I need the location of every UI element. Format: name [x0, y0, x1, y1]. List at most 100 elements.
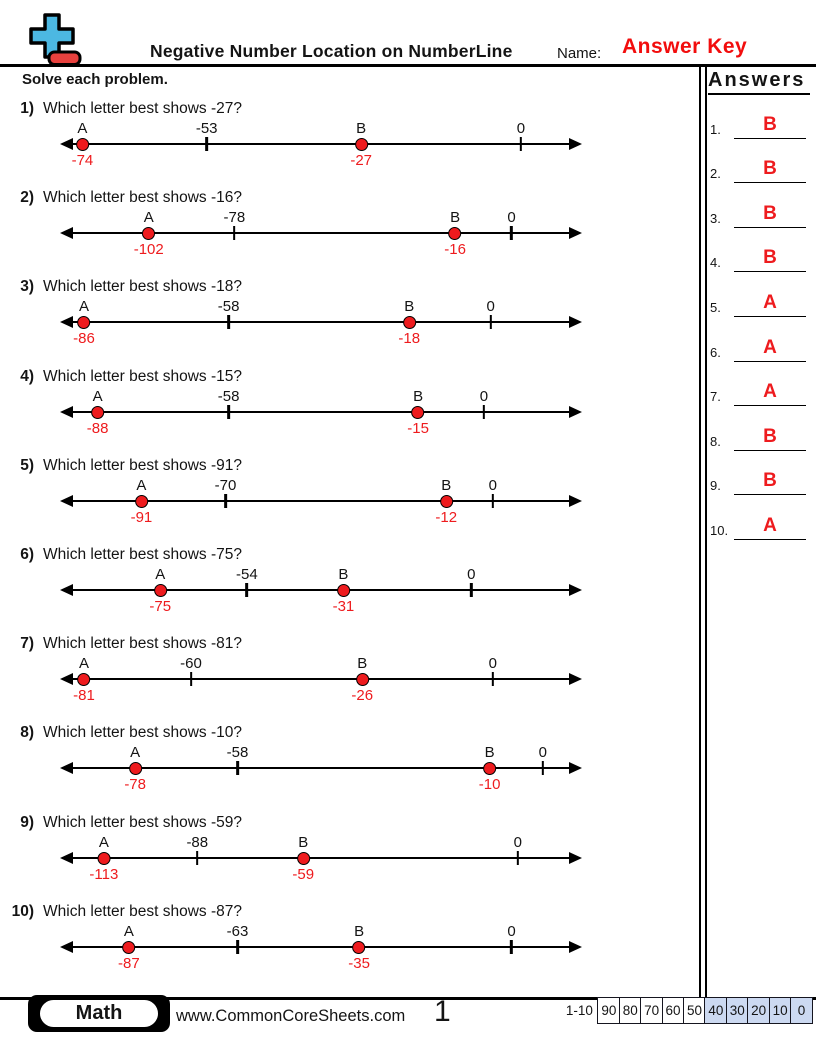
numberline-point: A -86	[73, 297, 95, 348]
numberline-point: B -26	[351, 654, 373, 705]
answers-divider-line	[705, 64, 707, 998]
point-value-label: -31	[332, 597, 355, 615]
point-value-label: -81	[73, 687, 95, 705]
answer-value: A	[763, 291, 777, 313]
answer-blank-line: B	[734, 427, 806, 451]
problem-question: Which letter best shows -59?	[43, 813, 243, 831]
numberline-arrow-right-icon	[569, 405, 582, 418]
answer-item: 10. A	[710, 495, 806, 540]
problem-question-line: 1) Which letter best shows -27?	[0, 100, 700, 118]
point-letter-label: A	[136, 476, 147, 494]
answer-blank-line: A	[734, 293, 806, 317]
problem-number: 2)	[20, 189, 34, 207]
point-letter-label: B	[484, 744, 495, 762]
problem-question-line: 6) Which letter best shows -75?	[0, 546, 700, 564]
tick-mark-icon	[491, 493, 494, 508]
tick-mark-icon	[233, 226, 236, 241]
answer-value: B	[763, 113, 777, 135]
numberline-tick: -58	[227, 743, 248, 776]
problem-number: 1)	[20, 100, 34, 117]
point-value-label: -12	[435, 508, 458, 526]
problem-row: 5) Which letter best shows -91? A -91 -70 B -1…	[0, 451, 700, 540]
tick-label: -63	[226, 922, 249, 940]
numberline-arrow-right-icon	[569, 940, 582, 953]
tick-label: -58	[217, 387, 240, 405]
answer-item: 4. B	[710, 228, 806, 273]
numberline-arrow-left-icon	[60, 138, 73, 150]
answer-number: 4.	[710, 255, 721, 271]
point-letter-label: A	[143, 209, 154, 227]
point-dot-icon	[411, 405, 425, 419]
problem-question: Which letter best shows -81?	[43, 635, 243, 653]
point-dot-icon	[75, 138, 89, 151]
point-value-label: -10	[478, 776, 501, 794]
tick-label: 0	[507, 922, 516, 940]
point-dot-icon	[142, 227, 156, 241]
point-letter-label: B	[404, 298, 415, 316]
problem-question: Which letter best shows -18?	[43, 278, 243, 296]
problem-question: Which letter best shows -15?	[43, 367, 243, 385]
numberline-tick: -58	[217, 387, 240, 419]
numberline-point: B -31	[333, 565, 355, 616]
tick-label: -70	[214, 476, 237, 494]
point-dot-icon	[97, 851, 111, 865]
numberline-point: B -15	[407, 387, 429, 438]
point-value-label: -27	[350, 152, 373, 169]
numberline-tick: 0	[507, 922, 516, 954]
point-dot-icon	[355, 673, 369, 687]
numberline-tick: 0	[489, 654, 497, 687]
numberline-tick: 0	[486, 297, 495, 330]
numberline-point: B -35	[348, 922, 370, 973]
score-box: 80	[618, 997, 642, 1024]
problem-row: 4) Which letter best shows -15? A -88 -58 B -1…	[0, 362, 700, 451]
numberline-arrow-left-icon	[60, 227, 73, 240]
numberline-arrow-right-icon	[569, 316, 582, 329]
subject-badge-label: Math	[40, 1000, 158, 1027]
numberline-arrow-left-icon	[60, 673, 73, 686]
numberline-arrow-right-icon	[569, 851, 582, 864]
numberline-arrow-right-icon	[569, 138, 582, 150]
problem-question-line: 9) Which letter best shows -59?	[0, 814, 700, 832]
point-value-label: -26	[351, 687, 374, 705]
numberline-tick: -78	[224, 208, 245, 241]
problem-number: 9)	[20, 813, 34, 831]
number-line: A -88 -58 B -15 0	[60, 387, 582, 445]
problem-number: 4)	[20, 367, 34, 385]
point-letter-label: B	[441, 476, 452, 494]
tick-mark-icon	[541, 761, 545, 776]
numberline-point: A -81	[73, 654, 95, 705]
problem-row: 8) Which letter best shows -10? A -78 -58 B -1…	[0, 718, 700, 807]
numberline-axis	[69, 945, 573, 948]
numberline-arrow-right-icon	[569, 673, 582, 686]
score-box: 0	[790, 997, 813, 1024]
point-value-label: -35	[348, 954, 370, 972]
numberline-point: A -91	[131, 476, 153, 527]
numberline-axis	[69, 321, 573, 324]
numberline-point: B -12	[435, 476, 457, 527]
tick-mark-icon	[236, 761, 239, 776]
score-box: 10	[768, 997, 792, 1024]
answer-number: 6.	[710, 344, 721, 360]
numberline-tick: -70	[214, 476, 237, 508]
tick-mark-icon	[227, 315, 230, 330]
point-letter-label: A	[92, 387, 103, 405]
answer-item: 5. A	[710, 272, 806, 317]
numberline-axis	[69, 767, 573, 770]
numberline-axis	[69, 588, 573, 591]
problem-question-line: 2) Which letter best shows -16?	[0, 189, 700, 207]
numberline-tick: 0	[480, 387, 488, 419]
answer-value: B	[763, 247, 777, 269]
point-letter-label: B	[413, 387, 424, 405]
point-value-label: -75	[149, 597, 172, 615]
score-box: 20	[747, 997, 771, 1024]
point-dot-icon	[448, 227, 462, 241]
point-letter-label: A	[98, 833, 109, 851]
answer-number: 3.	[710, 210, 721, 226]
problem-number: 10)	[11, 902, 34, 920]
point-value-label: -74	[71, 152, 94, 169]
numberline-point: A -113	[89, 833, 118, 884]
numberline-axis	[69, 410, 573, 413]
answer-item: 3. B	[710, 183, 806, 228]
answer-number: 10.	[710, 522, 729, 538]
plus-minus-logo-icon	[29, 13, 82, 66]
